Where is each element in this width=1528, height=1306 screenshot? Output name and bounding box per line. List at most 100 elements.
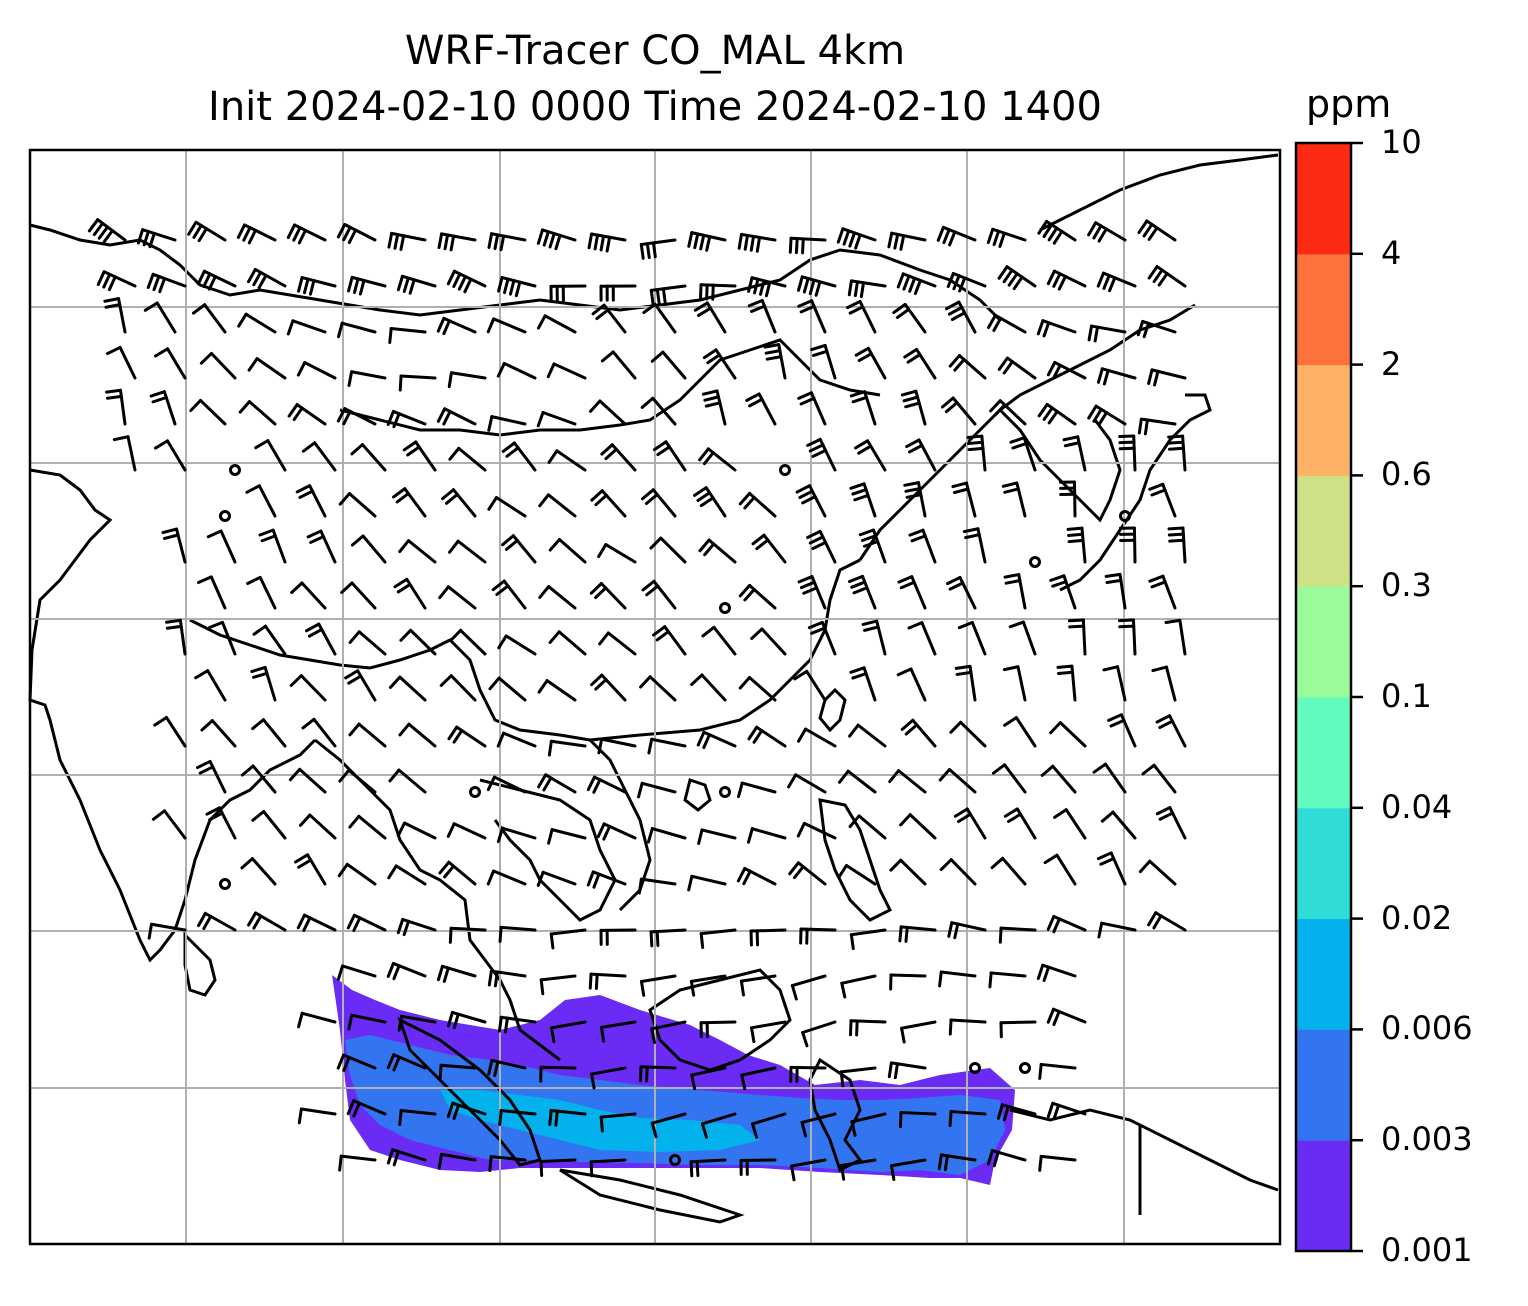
wind-barb [437, 1152, 477, 1170]
colorbar-tick-label: 2 [1381, 344, 1402, 383]
wind-barb [1097, 921, 1137, 939]
wind-barb [112, 435, 137, 472]
wind-barb [251, 718, 287, 748]
wind-barb [539, 974, 577, 996]
wind-barb [449, 628, 487, 656]
wind-barb [146, 272, 187, 294]
colorbar-tick-label: 0.1 [1381, 677, 1432, 715]
wind-barb [497, 1015, 537, 1034]
colorbar-segment [1296, 364, 1351, 476]
colorbar-tick-label: 10 [1381, 123, 1422, 161]
wind-barb [948, 354, 987, 380]
wind-barb [398, 374, 437, 392]
wind-barb [639, 974, 677, 997]
wind-barb [1046, 1007, 1087, 1027]
colorbar-segment [1296, 697, 1351, 809]
wind-barb [1036, 963, 1077, 982]
wind-barb [797, 575, 827, 610]
wind-barb [988, 971, 1027, 989]
wind-barb [297, 1107, 337, 1125]
wind-barb [336, 222, 377, 245]
wind-barb [1148, 482, 1177, 518]
wind-barb [1046, 914, 1087, 934]
wind-barb [588, 972, 627, 990]
wind-barb [350, 443, 387, 472]
coastline-java [559, 1168, 745, 1224]
wind-barb [298, 813, 337, 840]
wind-barb [590, 1066, 627, 1090]
wind-barb [386, 1053, 427, 1072]
wind-barb [337, 321, 377, 339]
wind-barb [908, 528, 937, 564]
wind-barb [939, 858, 977, 886]
colorbar-unit-label: ppm [1306, 82, 1392, 126]
wind-barb [1037, 402, 1077, 426]
wind-barb [640, 396, 677, 426]
wind-barb [297, 1011, 337, 1029]
wind-barb [396, 274, 437, 295]
wind-barb [600, 443, 637, 472]
wind-barb [245, 484, 277, 518]
wind-barb [642, 302, 677, 334]
wind-barb [797, 299, 827, 334]
wind-barb [396, 821, 437, 840]
wind-barb [739, 974, 777, 997]
wind-barb [200, 719, 237, 748]
wind-barb [294, 853, 327, 886]
wind-barb [749, 928, 787, 947]
wind-barb [788, 236, 827, 255]
wind-barb [487, 232, 527, 252]
plume-level-0003 [345, 1035, 1005, 1175]
wind-barb [305, 622, 337, 656]
wind-barb [599, 1112, 637, 1133]
wind-barb [1046, 360, 1087, 380]
wind-barb [969, 1062, 981, 1074]
wind-barb [947, 921, 987, 940]
wind-barb [738, 583, 777, 610]
wind-barb [900, 718, 937, 748]
wind-barb [639, 675, 677, 702]
wind-barb [719, 786, 731, 798]
colorbar-tick-label: 0.001 [1381, 1231, 1473, 1269]
wind-barb [496, 826, 537, 844]
wind-barb [1029, 556, 1041, 568]
colorbar-segment [1296, 475, 1351, 587]
wind-barb [903, 481, 927, 518]
wind-barb [797, 391, 827, 426]
wind-barb [237, 312, 277, 334]
wind-barb [991, 763, 1027, 794]
wind-barb [889, 973, 927, 991]
wind-barb [847, 279, 887, 299]
wind-barb [652, 440, 687, 472]
chart-title-line2: Init 2024-02-10 0000 Time 2024-02-10 140… [208, 84, 1102, 130]
wind-barb [398, 539, 437, 564]
wind-barb [1049, 721, 1087, 748]
wind-barb [103, 297, 127, 334]
wind-barb [641, 488, 677, 518]
wind-barb [236, 223, 277, 245]
wind-barb [861, 619, 887, 656]
wind-barb [497, 634, 537, 656]
wind-barb [698, 283, 737, 301]
wind-barb [795, 484, 827, 518]
wind-barb [596, 822, 637, 841]
wind-barb [1087, 404, 1127, 426]
wind-barb [229, 464, 241, 476]
wind-barb [151, 809, 187, 840]
wind-barb [1003, 573, 1027, 610]
wind-barb [888, 769, 927, 794]
wind-barb [295, 484, 327, 518]
wind-barb [702, 348, 737, 380]
wind-barb [346, 1099, 387, 1118]
wind-barb [441, 488, 477, 518]
wind-barb [986, 1149, 1027, 1168]
wind-barb [789, 1065, 827, 1083]
wind-barb [849, 390, 877, 426]
wind-barb [649, 928, 687, 948]
wind-barb [136, 228, 177, 249]
colorbar [1296, 141, 1363, 1253]
wind-barb [1049, 574, 1077, 610]
wind-barb [938, 970, 977, 988]
wind-barb [1003, 716, 1037, 748]
wind-barb [586, 870, 627, 889]
